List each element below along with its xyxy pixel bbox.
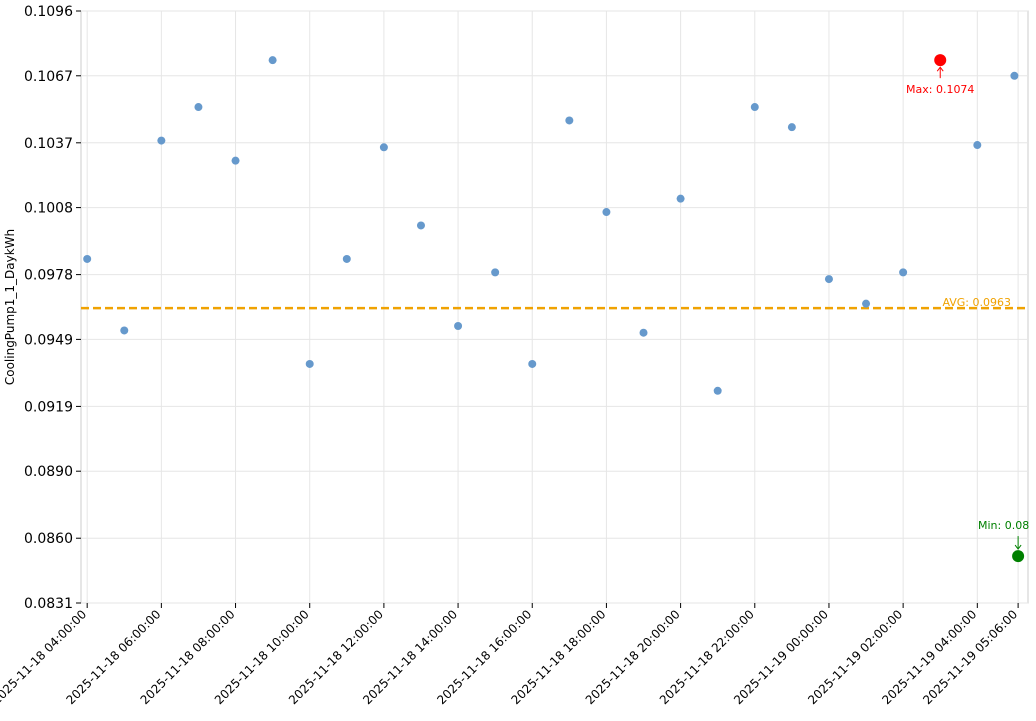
data-point	[787, 123, 796, 132]
data-point	[342, 254, 351, 263]
data-point	[268, 56, 277, 65]
data-point	[602, 208, 611, 217]
min-point	[1012, 550, 1025, 563]
data-point	[713, 386, 722, 395]
grid-lines	[81, 10, 1028, 604]
max-label: Max: 0.1074	[906, 83, 974, 96]
data-point	[639, 328, 648, 337]
y-tick-label: 0.0860	[24, 531, 73, 547]
y-tick-label: 0.0831	[24, 596, 73, 612]
data-point	[824, 275, 833, 284]
data-point	[379, 143, 388, 152]
data-point	[676, 194, 685, 203]
max-arrow-head	[936, 66, 944, 72]
avg-line-group: AVG: 0.0963	[81, 296, 1028, 310]
y-tick-label: 0.0890	[24, 464, 73, 480]
data-point	[1010, 71, 1019, 80]
data-point	[565, 116, 574, 125]
data-point	[491, 268, 500, 277]
data-point	[750, 103, 759, 112]
y-tick-label: 0.1096	[24, 4, 73, 20]
data-point	[305, 359, 314, 368]
extreme-markers: Max: 0.1074 Min: 0.08	[906, 54, 1029, 563]
max-point	[934, 54, 947, 67]
y-axis-label: CoolingPump1_1_DaykWh	[3, 229, 17, 385]
data-point	[194, 103, 203, 112]
y-tick-label: 0.1037	[24, 136, 73, 152]
y-tick-label: 0.0949	[24, 332, 73, 348]
data-point	[231, 156, 240, 165]
avg-label: AVG: 0.0963	[942, 296, 1011, 309]
y-tick-label: 0.1067	[24, 69, 73, 85]
y-tick-label: 0.1008	[24, 201, 73, 217]
data-point	[120, 326, 129, 335]
data-point	[528, 359, 537, 368]
data-points	[83, 56, 1019, 395]
data-point	[83, 254, 92, 263]
min-label: Min: 0.08	[978, 519, 1029, 532]
data-point	[973, 141, 982, 150]
y-tick-label: 0.0919	[24, 399, 73, 415]
data-point	[862, 299, 871, 308]
data-point	[899, 268, 908, 277]
data-point	[416, 221, 425, 230]
y-tick-label: 0.0978	[24, 268, 73, 284]
min-arrow-head	[1014, 544, 1022, 550]
data-point	[157, 136, 166, 145]
y-axis: 0.1096 0.1067 0.1037 0.1008 0.0978 0.0949 0.09…	[24, 4, 81, 612]
data-point	[454, 321, 463, 330]
